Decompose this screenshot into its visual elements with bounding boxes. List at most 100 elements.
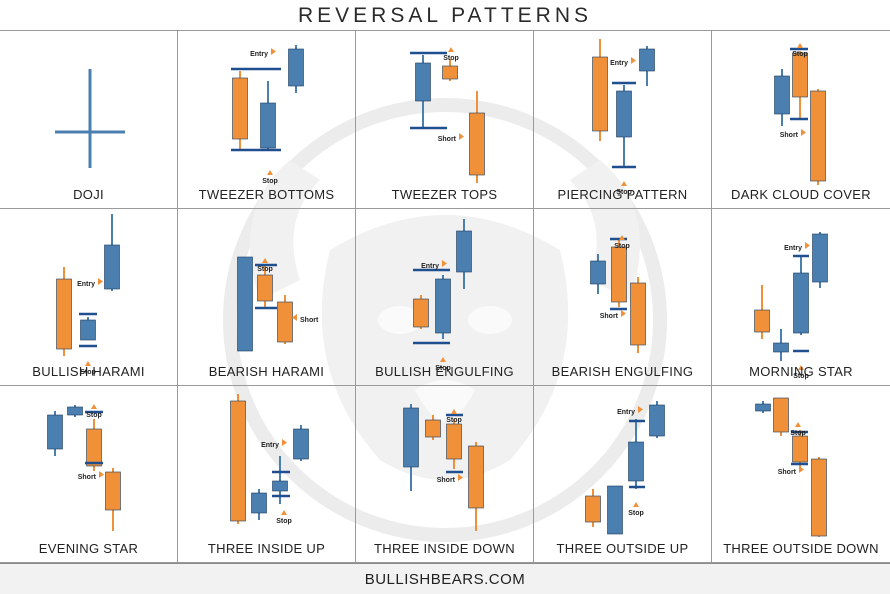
pattern-chart: Entry Stop: [592, 39, 655, 196]
bearish-candle: [230, 394, 246, 524]
short-tag: Short: [438, 133, 464, 143]
pattern-cell: Stop Short EVENING STAR: [0, 386, 178, 563]
title-divider: [0, 30, 890, 31]
pattern-cell: Entry Stop TWEEZER BOTTOMS: [178, 31, 356, 209]
bearish-candle: [442, 59, 458, 81]
pattern-cell: Stop Short BEARISH HARAMI: [178, 209, 356, 386]
pattern-label: BEARISH ENGULFING: [551, 364, 694, 379]
bearish-candle: [425, 415, 441, 440]
bullish-candle: [649, 401, 665, 438]
bullish-candle: [639, 46, 655, 86]
svg-text:Short: Short: [780, 132, 799, 139]
bullish-candle: [435, 275, 451, 339]
svg-text:Stop: Stop: [628, 510, 644, 517]
svg-text:Short: Short: [300, 317, 319, 324]
pattern-label: TWEEZER BOTTOMS: [198, 187, 335, 202]
stop-tag: Stop: [793, 365, 809, 380]
pattern-label: TWEEZER TOPS: [391, 187, 498, 202]
svg-text:Short: Short: [600, 313, 619, 320]
pattern-chart: Entry Stop: [231, 45, 304, 185]
short-tag: Short: [600, 310, 626, 320]
bullish-candle: [773, 329, 789, 361]
stop-tag: Stop: [792, 43, 808, 58]
bullish-candle: [251, 489, 267, 520]
bearish-candle: [469, 91, 485, 183]
pattern-label: THREE OUTSIDE UP: [556, 541, 689, 556]
stop-tag: Stop: [86, 404, 102, 419]
bullish-candle: [403, 404, 419, 491]
bullish-candle: [774, 69, 790, 126]
svg-text:Entry: Entry: [610, 60, 628, 67]
svg-text:Entry: Entry: [261, 442, 279, 449]
svg-text:Stop: Stop: [790, 430, 806, 437]
bullish-candle: [293, 425, 309, 461]
svg-text:Entry: Entry: [250, 51, 268, 58]
bullish-candle: [80, 317, 96, 341]
bullish-candle: [793, 257, 809, 335]
svg-text:Stop: Stop: [443, 55, 459, 62]
bearish-candle: [810, 89, 826, 185]
bullish-candle: [616, 85, 632, 167]
bearish-candle: [630, 277, 646, 353]
pattern-cell: Stop Short THREE INSIDE DOWN: [356, 386, 534, 563]
pattern-label: THREE OUTSIDE DOWN: [723, 541, 879, 556]
bearish-candle: [585, 489, 601, 527]
short-tag: Short: [292, 314, 319, 324]
bearish-candle: [413, 295, 429, 329]
pattern-cell: Stop Short TWEEZER TOPS: [356, 31, 534, 209]
bearish-candle: [232, 71, 248, 149]
svg-text:Entry: Entry: [421, 263, 439, 270]
bullish-candle: [812, 232, 828, 288]
svg-text:Short: Short: [78, 474, 97, 481]
bullish-candle: [67, 405, 83, 417]
entry-tag: Entry: [261, 439, 287, 449]
stop-tag: Stop: [80, 361, 96, 376]
bullish-candle: [260, 81, 276, 149]
pattern-chart: Stop Short: [774, 43, 826, 185]
short-tag: Short: [778, 466, 804, 476]
stop-tag: Stop: [262, 170, 278, 185]
pattern-chart: Stop Short: [47, 404, 121, 531]
pattern-cell: Entry Stop MORNING STAR: [712, 209, 890, 386]
pattern-chart: Entry Stop: [754, 232, 828, 380]
svg-text:Stop: Stop: [86, 412, 102, 419]
entry-tag: Entry: [421, 260, 447, 270]
bullish-candle: [590, 254, 606, 294]
pattern-cell: Stop Short THREE OUTSIDE DOWN: [712, 386, 890, 563]
bearish-candle: [257, 265, 273, 309]
bullish-candle: [237, 256, 253, 352]
bullish-candle: [607, 485, 623, 535]
stop-tag: Stop: [446, 409, 462, 424]
pattern-cell: Entry Stop PIERCING PATTERN: [534, 31, 712, 209]
pattern-chart: Entry Stop: [230, 394, 309, 525]
bearish-candle: [773, 397, 789, 436]
bear-watermark-icon: [223, 98, 667, 542]
stop-tag: Stop: [790, 422, 806, 437]
pattern-chart: Entry Stop: [413, 219, 472, 372]
svg-text:Stop: Stop: [276, 518, 292, 525]
stop-tag: Stop: [628, 502, 644, 517]
bullish-candle: [755, 401, 771, 413]
entry-tag: Entry: [77, 278, 103, 288]
svg-text:Stop: Stop: [792, 51, 808, 58]
pattern-label: THREE INSIDE UP: [207, 541, 326, 556]
pattern-cell: Entry Stop THREE INSIDE UP: [178, 386, 356, 563]
pattern-chart: Entry Stop: [56, 214, 120, 376]
svg-text:Stop: Stop: [446, 417, 462, 424]
entry-tag: Entry: [617, 406, 643, 416]
entry-tag: Entry: [610, 57, 636, 67]
pattern-grid: DOJI Entry Stop TWEEZER BOTTOMS Stop Short TWE…: [0, 31, 890, 563]
short-tag: Short: [780, 129, 806, 139]
pattern-chart: Stop Short: [590, 235, 646, 353]
svg-text:Stop: Stop: [616, 189, 632, 196]
bullish-candle: [104, 214, 120, 291]
svg-text:Short: Short: [778, 469, 797, 476]
bullish-candle: [47, 411, 63, 456]
footer-site: BULLISHBEARS.COM: [0, 563, 890, 594]
bearish-candle: [611, 240, 627, 307]
entry-tag: Entry: [250, 48, 276, 58]
short-tag: Short: [437, 474, 463, 484]
bearish-candle: [792, 51, 808, 118]
entry-tag: Entry: [784, 242, 810, 252]
